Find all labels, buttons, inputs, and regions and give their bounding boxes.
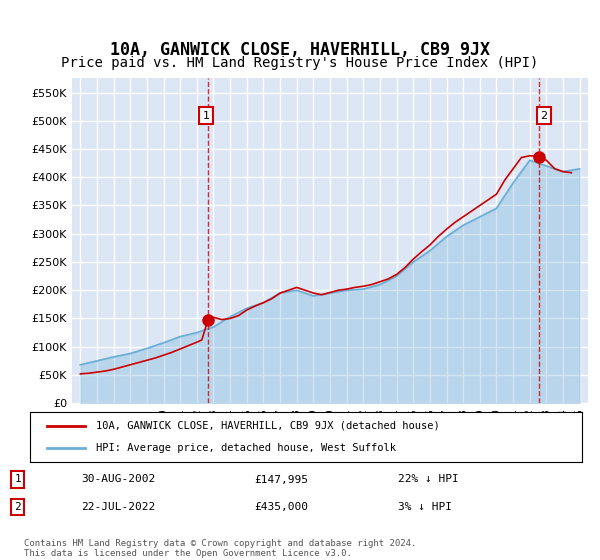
Text: £147,995: £147,995 [254,474,308,484]
Text: 30-AUG-2002: 30-AUG-2002 [81,474,155,484]
Text: 1: 1 [203,111,210,121]
Text: 10A, GANWICK CLOSE, HAVERHILL, CB9 9JX: 10A, GANWICK CLOSE, HAVERHILL, CB9 9JX [110,41,490,59]
Text: 22-JUL-2022: 22-JUL-2022 [81,502,155,512]
Text: 3% ↓ HPI: 3% ↓ HPI [398,502,452,512]
Text: Contains HM Land Registry data © Crown copyright and database right 2024.
This d: Contains HM Land Registry data © Crown c… [24,539,416,558]
Text: 1: 1 [14,474,21,484]
Text: £435,000: £435,000 [254,502,308,512]
Text: 2: 2 [541,111,547,121]
Text: 2: 2 [14,502,21,512]
Text: 22% ↓ HPI: 22% ↓ HPI [398,474,458,484]
Text: HPI: Average price, detached house, West Suffolk: HPI: Average price, detached house, West… [96,443,396,453]
Text: 10A, GANWICK CLOSE, HAVERHILL, CB9 9JX (detached house): 10A, GANWICK CLOSE, HAVERHILL, CB9 9JX (… [96,421,440,431]
Text: Price paid vs. HM Land Registry's House Price Index (HPI): Price paid vs. HM Land Registry's House … [61,56,539,70]
